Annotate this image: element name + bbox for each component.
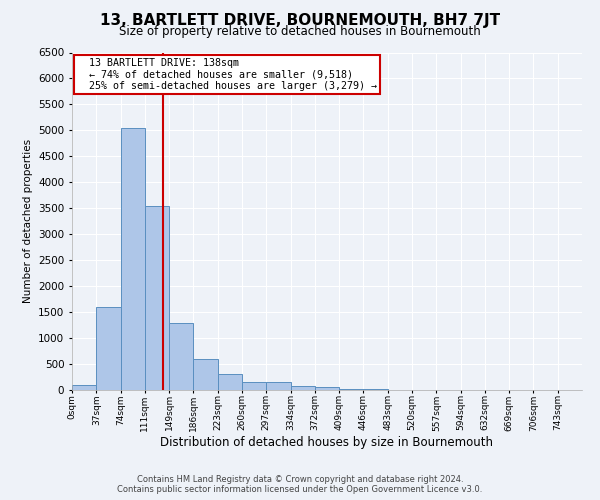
Bar [218, 374, 242, 390]
Text: 13, BARTLETT DRIVE, BOURNEMOUTH, BH7 7JT: 13, BARTLETT DRIVE, BOURNEMOUTH, BH7 7JT [100, 12, 500, 28]
Bar [315, 388, 339, 390]
Bar [242, 382, 266, 390]
Bar [169, 322, 193, 390]
Text: Contains HM Land Registry data © Crown copyright and database right 2024.
Contai: Contains HM Land Registry data © Crown c… [118, 474, 482, 494]
Bar [121, 128, 145, 390]
Bar [290, 386, 315, 390]
Bar [339, 389, 364, 390]
Bar [145, 206, 169, 390]
X-axis label: Distribution of detached houses by size in Bournemouth: Distribution of detached houses by size … [161, 436, 493, 449]
Bar [266, 382, 290, 390]
Bar [96, 307, 121, 390]
Text: 13 BARTLETT DRIVE: 138sqm
  ← 74% of detached houses are smaller (9,518)
  25% o: 13 BARTLETT DRIVE: 138sqm ← 74% of detac… [77, 58, 377, 91]
Y-axis label: Number of detached properties: Number of detached properties [23, 139, 32, 304]
Text: Size of property relative to detached houses in Bournemouth: Size of property relative to detached ho… [119, 25, 481, 38]
Bar [72, 385, 96, 390]
Bar [193, 359, 218, 390]
